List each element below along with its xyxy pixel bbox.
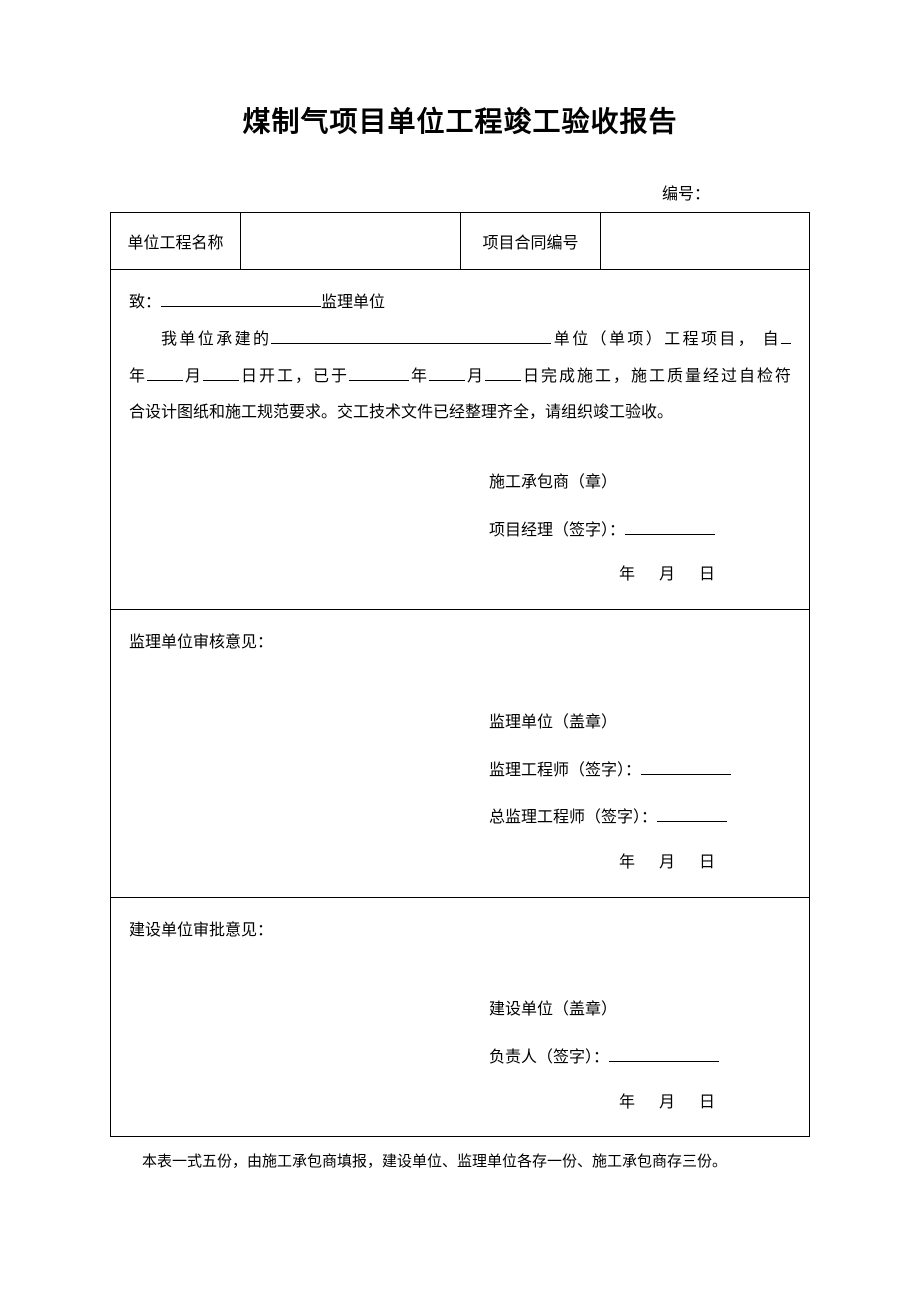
owner-stamp: 建设单位（盖章）	[489, 989, 791, 1031]
contract-no-label: 项目合同编号	[461, 213, 601, 270]
month2: 月	[465, 368, 485, 385]
chief-engineer-label: 总监理工程师（签字）：	[489, 809, 657, 826]
day1-blank[interactable]	[203, 380, 239, 381]
pm-sign-label: 项目经理（签字）：	[489, 522, 625, 539]
message-row: 致： 监理单位 我单位承建的 单位（单项）工程项目， 自 年 月 日开工，已于 年 月 日完成…	[111, 270, 810, 610]
salutation-prefix: 致：	[129, 294, 161, 311]
year1: 年	[129, 368, 147, 385]
body-mid1: 单位（单项）工程项目， 自	[551, 331, 781, 348]
supervisor-stamp: 监理单位（盖章）	[489, 702, 791, 744]
owner-sign-line: 负责人（签字）：	[489, 1037, 791, 1079]
contract-no-value[interactable]	[601, 213, 810, 270]
salutation-blank[interactable]	[161, 306, 321, 307]
supervisor-engineer-label: 监理工程师（签字）：	[489, 762, 641, 779]
year-gap[interactable]	[781, 343, 791, 344]
body-prefix: 我单位承建的	[161, 331, 271, 348]
project-name-value[interactable]	[241, 213, 461, 270]
owner-sign-label: 负责人（签字）：	[489, 1049, 609, 1066]
project-name-label: 单位工程名称	[111, 213, 241, 270]
supervisor-engineer-blank[interactable]	[641, 774, 731, 775]
pm-sign-blank[interactable]	[625, 534, 715, 535]
owner-signature-block: 建设单位（盖章） 负责人（签字）：	[129, 989, 791, 1078]
day1-text: 日开工，已于	[239, 368, 349, 385]
owner-cell: 建设单位审批意见： 建设单位（盖章） 负责人（签字）： 年 月 日	[111, 897, 810, 1137]
contractor-signature-block: 施工承包商（章） 项目经理（签字）：	[129, 462, 791, 551]
supervisor-engineer-line: 监理工程师（签字）：	[489, 750, 791, 792]
supervisor-cell: 监理单位审核意见： 监理单位（盖章） 监理工程师（签字）： 总监理工程师（签字）…	[111, 610, 810, 897]
owner-row: 建设单位审批意见： 建设单位（盖章） 负责人（签字）： 年 月 日	[111, 897, 810, 1137]
supervisor-header: 监理单位审核意见：	[129, 625, 791, 662]
message-body-line1: 我单位承建的 单位（单项）工程项目， 自	[129, 322, 791, 359]
footnote: 本表一式五份，由施工承包商填报，建设单位、监理单位各存一份、施工承包商存三份。	[110, 1149, 810, 1176]
year2: 年	[409, 368, 429, 385]
month1-blank[interactable]	[147, 380, 183, 381]
salutation-suffix: 监理单位	[321, 294, 385, 311]
year2-blank[interactable]	[349, 380, 409, 381]
pm-sign-line: 项目经理（签字）：	[489, 510, 791, 552]
chief-engineer-line: 总监理工程师（签字）：	[489, 797, 791, 839]
message-body-line2: 年 月 日开工，已于 年 月 日完成施工，施工质量经过自检符	[129, 359, 791, 396]
month2-blank[interactable]	[429, 380, 465, 381]
day2-blank[interactable]	[485, 380, 521, 381]
header-row: 单位工程名称 项目合同编号	[111, 213, 810, 270]
owner-sign-blank[interactable]	[609, 1061, 719, 1062]
contractor-stamp: 施工承包商（章）	[489, 462, 791, 504]
message-body-line3: 合设计图纸和施工规范要求。交工技术文件已经整理齐全，请组织竣工验收。	[129, 395, 791, 432]
message-date: 年 月 日	[129, 557, 791, 594]
supervisor-row: 监理单位审核意见： 监理单位（盖章） 监理工程师（签字）： 总监理工程师（签字）…	[111, 610, 810, 897]
message-cell: 致： 监理单位 我单位承建的 单位（单项）工程项目， 自 年 月 日开工，已于 年 月 日完成…	[111, 270, 810, 610]
supervisor-date: 年 月 日	[129, 845, 791, 882]
form-table: 单位工程名称 项目合同编号 致： 监理单位 我单位承建的 单位（单项）工程项目， 自…	[110, 212, 810, 1137]
salutation-line: 致： 监理单位	[129, 285, 791, 322]
month1: 月	[183, 368, 203, 385]
day2-text: 日完成施工，施工质量经过自检符	[521, 368, 791, 385]
chief-engineer-blank[interactable]	[657, 821, 727, 822]
document-title: 煤制气项目单位工程竣工验收报告	[110, 100, 810, 140]
owner-header: 建设单位审批意见：	[129, 913, 791, 950]
owner-date: 年 月 日	[129, 1085, 791, 1122]
project-blank[interactable]	[271, 343, 551, 344]
serial-number-label: 编号：	[110, 180, 810, 204]
supervisor-signature-block: 监理单位（盖章） 监理工程师（签字）： 总监理工程师（签字）：	[129, 702, 791, 839]
